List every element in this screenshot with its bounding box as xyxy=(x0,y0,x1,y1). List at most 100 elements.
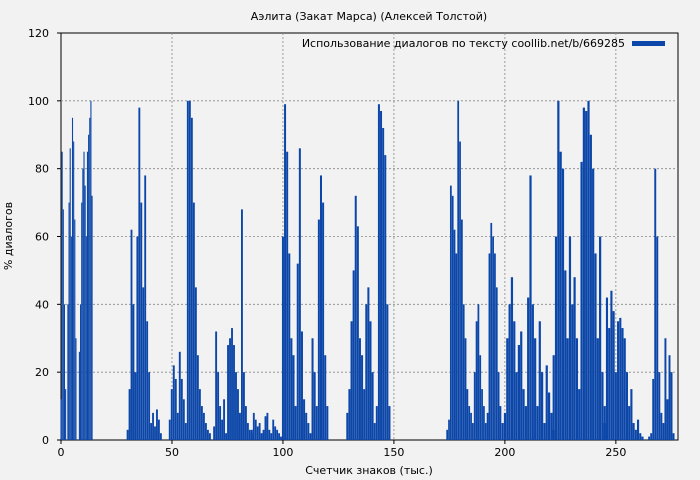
bar xyxy=(78,351,80,440)
bar xyxy=(240,209,243,440)
bar xyxy=(550,412,553,440)
bar xyxy=(628,406,631,440)
bar xyxy=(479,355,482,440)
bar xyxy=(552,355,555,440)
bar xyxy=(215,331,218,440)
bars xyxy=(60,100,675,441)
bar xyxy=(242,372,245,440)
bar xyxy=(182,399,185,440)
bar xyxy=(559,151,562,441)
bar xyxy=(221,419,224,440)
bar xyxy=(470,412,472,440)
bar xyxy=(497,372,500,440)
bar xyxy=(529,175,532,440)
bar xyxy=(317,219,320,440)
bar xyxy=(382,127,385,440)
bar xyxy=(468,406,471,440)
bar xyxy=(196,355,199,440)
bar xyxy=(206,429,209,440)
bar xyxy=(311,338,314,440)
bar xyxy=(83,151,85,441)
bar xyxy=(375,406,378,440)
bar xyxy=(204,423,207,440)
x-tick-label: 200 xyxy=(494,446,515,459)
legend: Использование диалогов по тексту coollib… xyxy=(302,37,665,50)
bar xyxy=(658,372,661,440)
bar xyxy=(223,399,226,440)
bar xyxy=(630,389,633,440)
x-axis-label: Счетчик знаков (тыс.) xyxy=(305,464,433,477)
bar xyxy=(290,338,293,440)
bar xyxy=(666,399,669,440)
bar xyxy=(608,328,611,440)
bar xyxy=(237,389,239,440)
bar xyxy=(377,104,380,440)
bar xyxy=(545,365,548,440)
bar xyxy=(180,378,183,440)
bar xyxy=(60,399,62,440)
bar xyxy=(170,389,173,440)
bar xyxy=(536,406,539,440)
bar xyxy=(654,168,657,440)
bar xyxy=(292,355,295,440)
bar xyxy=(388,406,391,440)
bar xyxy=(457,100,460,440)
bar xyxy=(208,433,211,440)
bar xyxy=(477,304,480,440)
bar xyxy=(288,253,291,440)
bar xyxy=(244,406,247,440)
bar xyxy=(446,429,449,440)
bar xyxy=(73,141,75,441)
bar xyxy=(522,389,525,440)
bar xyxy=(623,338,626,440)
bar xyxy=(198,389,201,440)
bar xyxy=(235,372,237,440)
bar xyxy=(63,304,65,440)
bar xyxy=(527,297,530,440)
bar xyxy=(213,426,216,440)
bar xyxy=(488,253,491,440)
bar xyxy=(136,236,139,440)
bar xyxy=(541,372,544,440)
bar xyxy=(367,287,370,440)
bar xyxy=(75,338,77,440)
bar xyxy=(239,412,241,440)
bar xyxy=(74,219,76,440)
bar xyxy=(662,423,665,440)
bar xyxy=(652,378,655,440)
bar xyxy=(449,185,452,440)
bar xyxy=(594,253,597,440)
bar xyxy=(348,389,351,440)
bar xyxy=(128,389,131,440)
bar xyxy=(176,412,179,440)
bar xyxy=(599,236,602,440)
bar xyxy=(490,222,493,440)
bar xyxy=(648,436,651,440)
y-tick-label: 120 xyxy=(28,27,49,40)
legend-swatch xyxy=(632,41,665,46)
bar xyxy=(132,304,135,440)
bar xyxy=(159,433,162,440)
bar xyxy=(472,423,474,440)
bar xyxy=(371,372,374,440)
bar xyxy=(81,202,83,440)
bar xyxy=(538,321,541,440)
bar xyxy=(621,328,624,440)
y-ticks: 0 20 40 60 80 100 120 xyxy=(28,27,61,447)
y-tick-label: 20 xyxy=(35,366,49,379)
bar xyxy=(580,161,583,440)
bar xyxy=(184,423,187,440)
bar xyxy=(483,406,485,440)
bar xyxy=(202,412,205,440)
bar xyxy=(589,134,592,440)
bar xyxy=(575,338,579,440)
bar xyxy=(350,321,353,440)
bar xyxy=(373,423,376,440)
bar xyxy=(554,236,558,440)
bar xyxy=(258,423,261,440)
bar xyxy=(664,338,667,440)
bar xyxy=(272,419,275,440)
bar xyxy=(88,134,90,440)
bar xyxy=(142,287,145,440)
bar xyxy=(296,263,299,440)
